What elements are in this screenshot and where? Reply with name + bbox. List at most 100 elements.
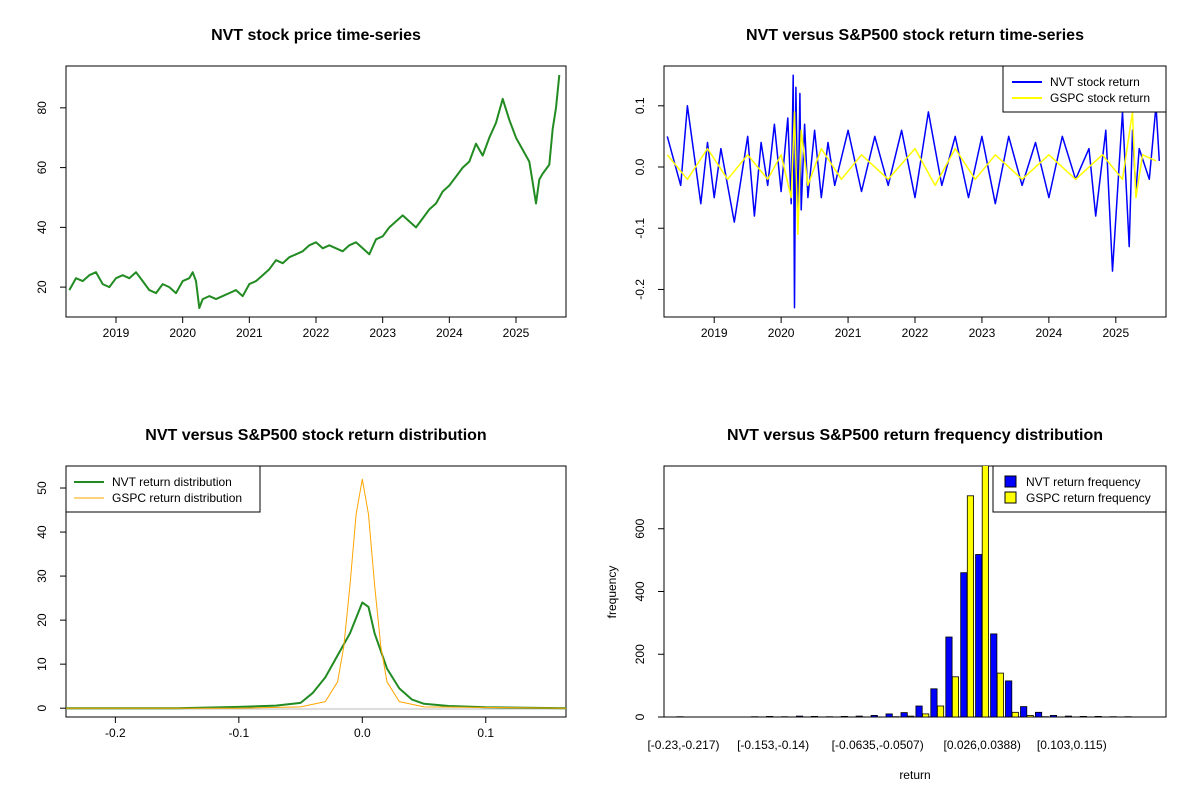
- hist-x-axis-label: return: [899, 768, 930, 782]
- nvt-density-line: [66, 601, 566, 710]
- hist-bar-nvt: [1049, 715, 1058, 717]
- hist-bar-gspc: [922, 713, 930, 717]
- density-y-tick-label: 30: [35, 569, 49, 583]
- price-x-axis: 2019 2020 2021 2022 2023 2024 2025: [103, 316, 530, 340]
- legend-label-nvt-density: NVT return distribution: [112, 475, 232, 489]
- hist-chart: NVT versus S&P500 return frequency distr…: [605, 427, 1167, 782]
- hist-bar-nvt: [870, 715, 878, 717]
- price-x-tick-label: 2019: [103, 326, 130, 340]
- price-y-axis: 20 40 60 80: [35, 101, 67, 294]
- legend-swatch-nvt-hist: [1004, 475, 1017, 488]
- hist-bar-nvt: [975, 554, 983, 717]
- hist-bar-gspc: [1011, 711, 1019, 717]
- hist-bar-nvt: [1109, 716, 1117, 717]
- hist-bar-nvt: [676, 716, 684, 717]
- returns-series: [666, 74, 1161, 309]
- price-line: [68, 74, 561, 309]
- returns-legend: NVT stock return GSPC stock return: [1002, 65, 1167, 113]
- returns-chart-title: NVT versus S&P500 stock return time-seri…: [746, 27, 1084, 44]
- hist-bar-gspc: [1026, 715, 1034, 717]
- density-legend: NVT return distribution GSPC return dist…: [65, 465, 261, 513]
- legend-label-nvt-return: NVT stock return: [1050, 75, 1140, 89]
- legend-label-gspc-density: GSPC return distribution: [112, 491, 242, 505]
- hist-y-tick-label: 200: [633, 644, 647, 664]
- density-y-tick-label: 40: [35, 525, 49, 539]
- hist-bar-gspc: [996, 672, 1004, 717]
- hist-y-axis-label: frequency: [605, 566, 619, 619]
- density-x-axis: -0.2 -0.1 0.0 0.1: [105, 716, 494, 740]
- hist-bar-gspc: [1041, 716, 1049, 717]
- price-series: [68, 74, 561, 309]
- hist-bar-nvt: [885, 713, 893, 717]
- hist-bar-nvt: [1020, 706, 1028, 717]
- returns-y-axis: 0.1 0.0 -0.1 -0.2: [633, 97, 665, 300]
- hist-x-tick-label: [0.103,0.115): [1037, 738, 1107, 752]
- hist-bar-gspc: [892, 716, 900, 717]
- price-x-tick-label: 2023: [369, 326, 396, 340]
- price-y-tick-label: 80: [35, 101, 49, 115]
- price-y-tick-label: 20: [35, 280, 49, 294]
- hist-chart-title: NVT versus S&P500 return frequency distr…: [727, 427, 1103, 444]
- hist-bars: [676, 466, 1154, 717]
- price-x-tick-label: 2021: [236, 326, 263, 340]
- legend-label-gspc-hist: GSPC return frequency: [1026, 491, 1151, 505]
- hist-x-tick-label: [-0.153,-0.14): [737, 738, 809, 752]
- hist-bar-nvt: [1035, 711, 1043, 717]
- legend-swatch-gspc-hist: [1004, 491, 1017, 504]
- hist-x-tick-label: [-0.0635,-0.0507): [832, 738, 924, 752]
- returns-x-tick-label: 2024: [1036, 326, 1063, 340]
- hist-x-axis: [-0.23,-0.217) [-0.153,-0.14) [-0.0635,-0.…: [647, 738, 1106, 752]
- hist-bar-nvt: [960, 572, 968, 717]
- price-x-tick-label: 2024: [436, 326, 463, 340]
- density-chart: NVT versus S&P500 stock return distribut…: [35, 427, 567, 740]
- hist-bar-gspc: [981, 466, 989, 717]
- returns-x-tick-label: 2020: [768, 326, 795, 340]
- legend-label-gspc-return: GSPC stock return: [1050, 91, 1150, 105]
- price-y-tick-label: 60: [35, 161, 49, 175]
- density-y-tick-label: 50: [35, 481, 49, 495]
- nvt-return-line: [666, 74, 1161, 309]
- gspc-density-line: [66, 478, 566, 709]
- hist-x-tick-label: [0.026,0.0388): [943, 738, 1020, 752]
- hist-bar-nvt: [900, 712, 908, 717]
- hist-bar-nvt: [796, 715, 804, 717]
- gspc-return-line: [666, 111, 1157, 236]
- returns-chart: NVT versus S&P500 stock return time-seri…: [633, 27, 1167, 340]
- hist-bar-nvt: [855, 715, 863, 717]
- price-x-tick-label: 2022: [303, 326, 330, 340]
- legend-label-nvt-hist: NVT return frequency: [1026, 475, 1141, 489]
- density-x-tick-label: -0.1: [228, 726, 249, 740]
- hist-bar-nvt: [781, 716, 789, 717]
- price-x-tick-label: 2020: [169, 326, 196, 340]
- hist-bar-gspc: [937, 705, 945, 717]
- hist-bar-nvt: [1124, 716, 1132, 717]
- hist-bar-nvt: [1064, 715, 1073, 717]
- density-x-tick-label: 0.1: [477, 726, 494, 740]
- density-y-tick-label: 20: [35, 613, 49, 627]
- hist-bar-nvt: [1005, 680, 1013, 717]
- hist-bar-nvt: [990, 633, 998, 717]
- density-y-tick-label: 10: [35, 657, 49, 671]
- hist-bar-nvt: [930, 688, 938, 717]
- returns-x-tick-label: 2023: [969, 326, 996, 340]
- returns-x-tick-label: 2019: [701, 326, 728, 340]
- hist-legend: NVT return frequency GSPC return frequen…: [992, 465, 1167, 513]
- price-chart-title: NVT stock price time-series: [211, 27, 421, 44]
- hist-y-tick-label: 0: [633, 713, 647, 720]
- returns-y-tick-label: -0.1: [633, 218, 647, 239]
- density-y-axis: 0 10 20 30 40 50: [35, 481, 67, 712]
- returns-y-tick-label: 0.0: [633, 158, 647, 175]
- density-x-tick-label: 0.0: [354, 726, 371, 740]
- returns-x-tick-label: 2022: [902, 326, 929, 340]
- density-series: [66, 478, 566, 710]
- hist-y-tick-label: 400: [633, 581, 647, 601]
- density-y-tick-label: 0: [35, 705, 49, 712]
- returns-x-tick-label: 2025: [1102, 326, 1129, 340]
- hist-bar-nvt: [945, 636, 953, 717]
- hist-bar-nvt: [751, 716, 759, 717]
- hist-y-axis: 0 200 400 600: [633, 518, 665, 720]
- hist-y-tick-label: 600: [633, 518, 647, 538]
- returns-x-axis: 2019 2020 2021 2022 2023 2024 2025: [701, 316, 1129, 340]
- returns-y-tick-label: 0.1: [633, 97, 647, 114]
